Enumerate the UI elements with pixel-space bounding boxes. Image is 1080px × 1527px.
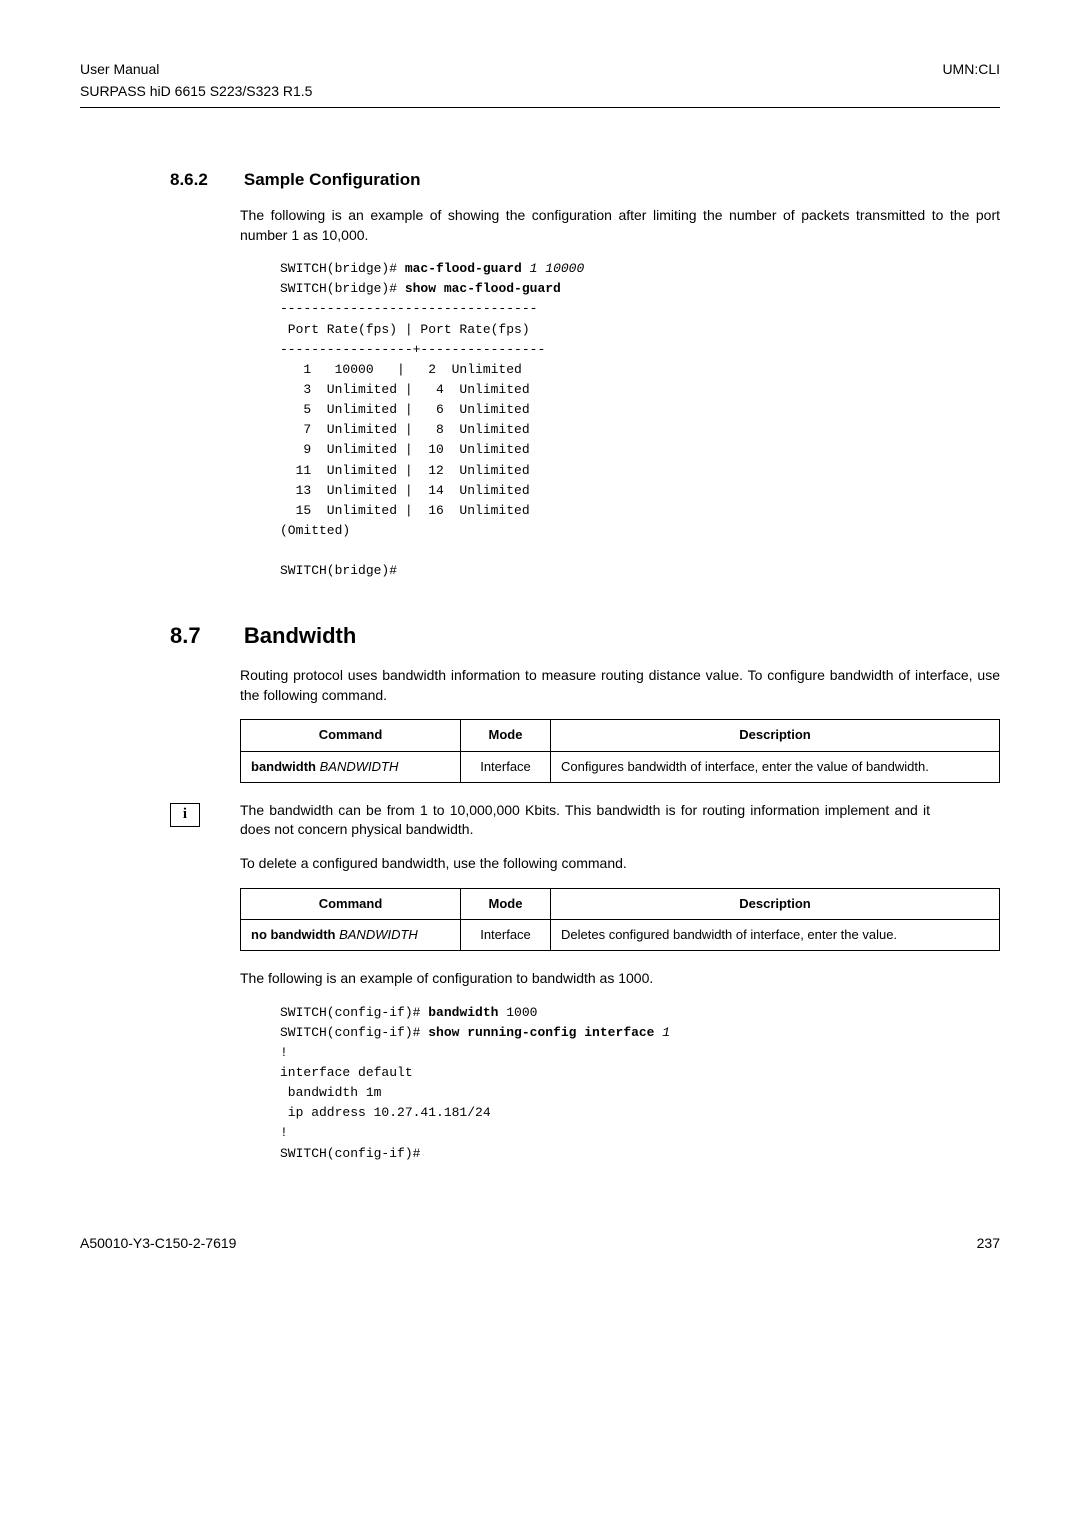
info-text: The bandwidth can be from 1 to 10,000,00… xyxy=(240,801,930,840)
footer-right: 237 xyxy=(977,1234,1000,1254)
section-num: 8.6.2 xyxy=(170,168,240,192)
section-862-heading: 8.6.2 Sample Configuration xyxy=(170,168,1000,192)
no-bandwidth-table: Command Mode Description no bandwidth BA… xyxy=(240,888,1000,951)
page-footer: A50010-Y3-C150-2-7619 237 xyxy=(80,1234,1000,1254)
table-cell-mode: Interface xyxy=(461,751,551,782)
info-icon: i xyxy=(170,803,200,827)
info-callout: i The bandwidth can be from 1 to 10,000,… xyxy=(170,801,1000,840)
section-title: Bandwidth xyxy=(244,623,356,648)
section-title: Sample Configuration xyxy=(244,170,421,189)
section-num: 8.7 xyxy=(170,621,240,652)
table-cell-command: bandwidth BANDWIDTH xyxy=(241,751,461,782)
page-header-2: SURPASS hiD 6615 S223/S323 R1.5 xyxy=(80,82,1000,102)
table-header-row: Command Mode Description xyxy=(241,720,1000,751)
section-87-para2: To delete a configured bandwidth, use th… xyxy=(240,854,1000,874)
section-87-para3: The following is an example of configura… xyxy=(240,969,1000,989)
header-left-top: User Manual xyxy=(80,60,159,80)
table-header: Description xyxy=(551,888,1000,919)
table-cell-description: Configures bandwidth of interface, enter… xyxy=(551,751,1000,782)
table-header: Command xyxy=(241,720,461,751)
header-rule xyxy=(80,107,1000,108)
page-header: User Manual UMN:CLI xyxy=(80,60,1000,80)
section-87-code: SWITCH(config-if)# bandwidth 1000 SWITCH… xyxy=(280,1003,1000,1164)
footer-left: A50010-Y3-C150-2-7619 xyxy=(80,1234,236,1254)
section-862-para: The following is an example of showing t… xyxy=(240,206,1000,245)
table-cell-description: Deletes configured bandwidth of interfac… xyxy=(551,919,1000,950)
table-row: no bandwidth BANDWIDTH Interface Deletes… xyxy=(241,919,1000,950)
table-header-row: Command Mode Description xyxy=(241,888,1000,919)
header-left-bottom: SURPASS hiD 6615 S223/S323 R1.5 xyxy=(80,82,312,102)
section-862-code: SWITCH(bridge)# mac-flood-guard 1 10000 … xyxy=(280,259,1000,581)
section-87-para: Routing protocol uses bandwidth informat… xyxy=(240,666,1000,705)
section-87-heading: 8.7 Bandwidth xyxy=(170,621,1000,652)
table-cell-mode: Interface xyxy=(461,919,551,950)
table-header: Command xyxy=(241,888,461,919)
header-right: UMN:CLI xyxy=(942,60,1000,80)
bandwidth-table: Command Mode Description bandwidth BANDW… xyxy=(240,719,1000,782)
table-header: Description xyxy=(551,720,1000,751)
table-header: Mode xyxy=(461,720,551,751)
table-row: bandwidth BANDWIDTH Interface Configures… xyxy=(241,751,1000,782)
table-header: Mode xyxy=(461,888,551,919)
table-cell-command: no bandwidth BANDWIDTH xyxy=(241,919,461,950)
